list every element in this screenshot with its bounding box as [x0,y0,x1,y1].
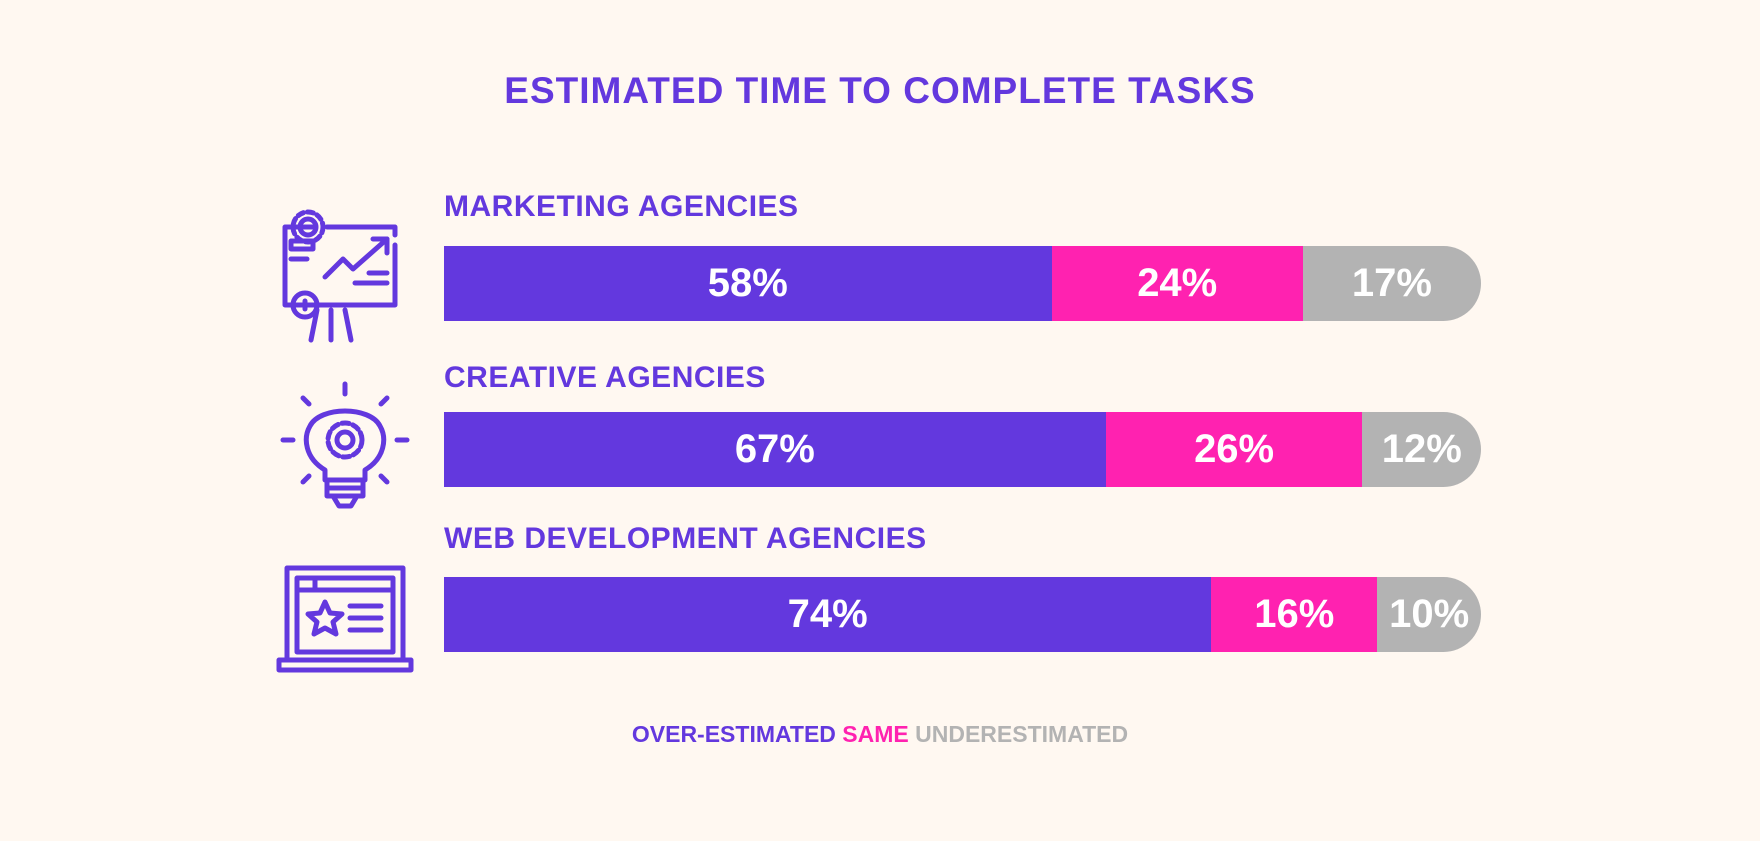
data-label: 10% [1389,592,1470,636]
legend-over-estimated: OVER-ESTIMATED [631,721,836,747]
data-label: 17% [1351,261,1432,305]
bar-segment-same: 16% [1211,577,1378,652]
row-label-marketing: MARKETING AGENCIES [444,190,799,223]
row-label-web-development: WEB DEVELOPMENT AGENCIES [444,522,927,555]
bar-segment-underestimated: 12% [1362,412,1481,487]
laptop-star-icon [276,565,414,673]
data-label: 67% [734,427,815,471]
bar-segment-over-estimated: 58% [444,246,1052,321]
data-label: 26% [1194,427,1275,471]
data-label: 58% [707,261,788,305]
presentation-chart-icon [282,209,398,343]
data-label: 74% [787,592,868,636]
row-label-creative: CREATIVE AGENCIES [444,361,766,394]
legend-underestimated: UNDERESTIMATED [915,721,1129,747]
data-label: 16% [1254,592,1335,636]
data-label: 12% [1381,427,1462,471]
bar-web-development: 74% 16% 10% [444,577,1481,652]
bar-creative: 67% 26% 12% [444,412,1481,487]
bar-marketing: 58% 24% 17% [444,246,1481,321]
bar-segment-underestimated: 10% [1377,577,1481,652]
lightbulb-gear-icon [280,381,410,509]
legend-same: SAME [842,721,909,747]
bar-segment-over-estimated: 74% [444,577,1212,652]
bar-segment-same: 24% [1051,246,1303,321]
bar-segment-over-estimated: 67% [444,412,1106,487]
legend: OVER-ESTIMATED SAME UNDERESTIMATED [0,721,1760,748]
chart-title: ESTIMATED TIME TO COMPLETE TASKS [504,70,1256,111]
bar-segment-underestimated: 17% [1302,246,1481,321]
bar-segment-same: 26% [1105,412,1363,487]
data-label: 24% [1137,261,1218,305]
